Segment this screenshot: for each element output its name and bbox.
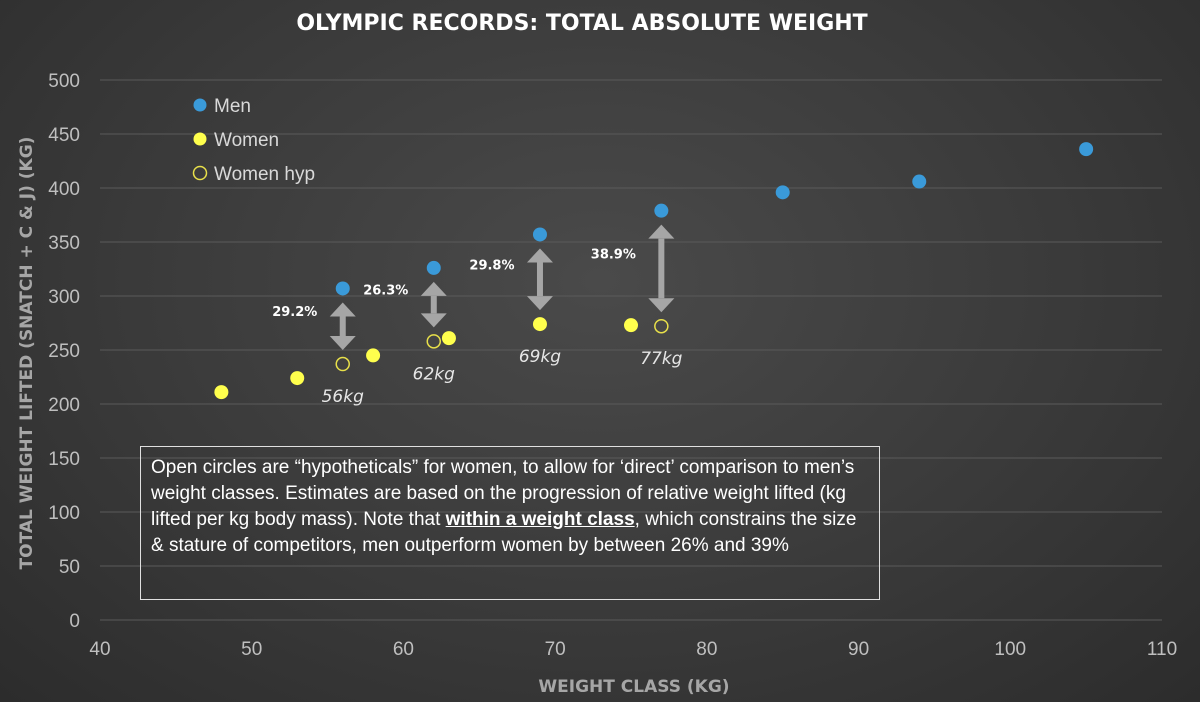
arrow-head-up: [420, 281, 447, 296]
percent-label: 38.9%: [591, 247, 636, 262]
annotation-labels: 29.2% 56kg 26.3% 62kg 29.8% 69kg 38.9% 77kg: [272, 247, 682, 407]
x-tick-label: 100: [994, 639, 1026, 660]
y-tick-label: 0: [69, 611, 80, 632]
percent-label: 26.3%: [363, 284, 408, 299]
y-tick-label: 150: [48, 449, 80, 470]
legend-label-women-hyp: Women hyp: [214, 164, 315, 185]
men-point: [532, 227, 547, 242]
legend-marker-women: [193, 132, 207, 146]
x-tick-label: 80: [696, 639, 717, 660]
women-point: [214, 385, 229, 400]
explanatory-note: Open circles are “hypotheticals” for wom…: [140, 446, 880, 600]
women-hyp-point: [426, 334, 442, 349]
women-point: [624, 318, 638, 333]
weight-class-label: 77kg: [640, 349, 682, 369]
arrow-head-up: [526, 248, 553, 263]
double-arrow-69kg: [526, 248, 553, 311]
y-tick-label: 250: [48, 341, 80, 362]
y-tick-label: 100: [48, 503, 80, 524]
gridlines: [100, 79, 1162, 621]
legend-label-women: Women: [214, 130, 279, 151]
y-tick-label: 500: [48, 71, 80, 92]
y-tick-label: 400: [48, 179, 80, 200]
y-axis-ticks: 0 50 100 150 200 250 300 350 400 450 500: [48, 71, 80, 632]
double-arrow-56kg: [329, 302, 356, 351]
arrow-head-down: [648, 298, 675, 313]
arrow-head-up: [648, 224, 675, 239]
y-tick-label: 350: [48, 233, 80, 254]
women-point: [532, 317, 547, 332]
x-tick-label: 70: [545, 639, 566, 660]
arrow-head-up: [329, 302, 356, 317]
weight-class-label: 56kg: [322, 387, 364, 407]
weight-class-label: 62kg: [413, 364, 455, 384]
y-tick-label: 450: [48, 125, 80, 146]
men-point: [1079, 142, 1094, 157]
men-point: [775, 185, 790, 200]
arrow-head-down: [329, 336, 356, 351]
arrow-head-down: [420, 313, 447, 328]
y-tick-label: 50: [59, 557, 80, 578]
double-arrow-62kg: [420, 281, 447, 328]
note-text-end: , which constrains the size & stature of…: [151, 509, 857, 556]
legend-label-men: Men: [214, 96, 251, 117]
y-axis-title: TOTAL WEIGHT LIFTED (SNATCH + C & J) (KG…: [17, 137, 37, 570]
women-hyp-point: [335, 356, 350, 372]
x-tick-label: 110: [1147, 639, 1177, 660]
women-point: [366, 348, 381, 363]
arrow-shaft: [339, 316, 346, 337]
y-tick-label: 200: [48, 395, 80, 416]
weight-class-label: 69kg: [519, 347, 561, 367]
legend: Men Women Women hyp: [192, 96, 315, 185]
x-tick-label: 60: [393, 639, 414, 660]
chart-title: OLYMPIC RECORDS: TOTAL ABSOLUTE WEIGHT: [296, 11, 867, 36]
x-axis-title: WEIGHT CLASS (KG): [538, 677, 729, 697]
legend-marker-women-hyp: [192, 165, 208, 181]
women-point: [290, 371, 305, 386]
men-point: [912, 174, 927, 189]
arrow-shaft: [536, 262, 543, 297]
legend-marker-men: [193, 98, 207, 112]
x-tick-label: 40: [89, 639, 110, 660]
women-hyp-point: [654, 318, 669, 334]
difference-arrows: [329, 224, 675, 351]
arrow-shaft: [430, 295, 437, 314]
note-emphasis: within a weight class: [445, 509, 635, 530]
double-arrow-77kg: [648, 224, 675, 313]
y-tick-label: 300: [48, 287, 80, 308]
note-text-start: Open circles are “hypotheticals” for wom…: [151, 457, 855, 530]
percent-label: 29.2%: [272, 305, 317, 320]
x-axis-ticks: 40 50 60 70 80 90 100 110: [89, 639, 1177, 660]
men-point: [654, 203, 669, 218]
percent-label: 29.8%: [469, 258, 514, 273]
arrow-head-down: [526, 296, 553, 311]
arrow-shaft: [658, 238, 665, 299]
data-points: [214, 142, 1094, 400]
x-tick-label: 50: [241, 639, 262, 660]
x-tick-label: 90: [848, 639, 869, 660]
women-point: [441, 331, 456, 346]
men-point: [335, 281, 350, 296]
men-point: [426, 260, 441, 275]
